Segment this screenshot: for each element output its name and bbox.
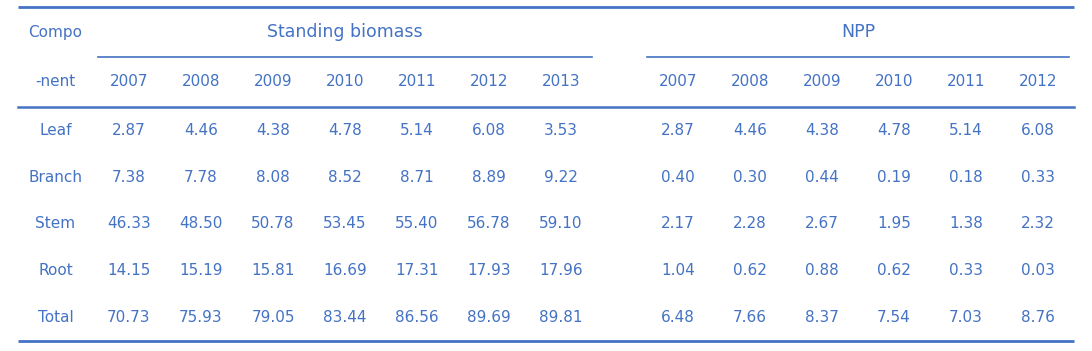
Text: 7.54: 7.54 xyxy=(877,310,911,325)
Text: 8.37: 8.37 xyxy=(805,310,839,325)
Text: 2010: 2010 xyxy=(875,74,913,90)
Text: 7.38: 7.38 xyxy=(112,170,146,185)
Text: 16.69: 16.69 xyxy=(323,263,367,278)
Text: 9.22: 9.22 xyxy=(544,170,578,185)
Text: Stem: Stem xyxy=(35,217,75,232)
Text: 46.33: 46.33 xyxy=(107,217,151,232)
Text: Leaf: Leaf xyxy=(39,123,72,138)
Text: 75.93: 75.93 xyxy=(179,310,223,325)
Text: 2009: 2009 xyxy=(253,74,293,90)
Text: 1.95: 1.95 xyxy=(877,217,911,232)
Text: Branch: Branch xyxy=(28,170,83,185)
Text: 53.45: 53.45 xyxy=(323,217,367,232)
Text: 4.46: 4.46 xyxy=(733,123,767,138)
Text: 8.76: 8.76 xyxy=(1021,310,1055,325)
Text: 17.96: 17.96 xyxy=(539,263,583,278)
Text: 2.32: 2.32 xyxy=(1021,217,1055,232)
Text: 0.03: 0.03 xyxy=(1021,263,1055,278)
Text: 4.78: 4.78 xyxy=(328,123,361,138)
Text: 2.87: 2.87 xyxy=(661,123,695,138)
Text: 56.78: 56.78 xyxy=(467,217,511,232)
Text: 17.31: 17.31 xyxy=(395,263,439,278)
Text: 0.18: 0.18 xyxy=(949,170,983,185)
Text: 4.38: 4.38 xyxy=(805,123,839,138)
Text: 7.03: 7.03 xyxy=(949,310,983,325)
Text: 59.10: 59.10 xyxy=(539,217,583,232)
Text: 15.81: 15.81 xyxy=(251,263,295,278)
Text: 2007: 2007 xyxy=(658,74,698,90)
Text: 2013: 2013 xyxy=(542,74,580,90)
Text: 2007: 2007 xyxy=(110,74,149,90)
Text: 2.28: 2.28 xyxy=(733,217,767,232)
Text: 83.44: 83.44 xyxy=(323,310,367,325)
Text: 1.04: 1.04 xyxy=(661,263,695,278)
Text: 2012: 2012 xyxy=(470,74,508,90)
Text: 0.88: 0.88 xyxy=(805,263,839,278)
Text: 0.62: 0.62 xyxy=(733,263,767,278)
Text: 55.40: 55.40 xyxy=(395,217,439,232)
Text: NPP: NPP xyxy=(841,23,875,41)
Text: 89.69: 89.69 xyxy=(467,310,511,325)
Text: 15.19: 15.19 xyxy=(179,263,223,278)
Text: 8.08: 8.08 xyxy=(257,170,289,185)
Text: 7.78: 7.78 xyxy=(185,170,218,185)
Text: 2011: 2011 xyxy=(947,74,985,90)
Text: 2010: 2010 xyxy=(325,74,365,90)
Text: 50.78: 50.78 xyxy=(251,217,295,232)
Text: -nent: -nent xyxy=(35,74,75,90)
Text: 3.53: 3.53 xyxy=(544,123,578,138)
Text: 89.81: 89.81 xyxy=(539,310,583,325)
Text: 4.78: 4.78 xyxy=(877,123,911,138)
Text: 6.08: 6.08 xyxy=(1021,123,1055,138)
Text: 86.56: 86.56 xyxy=(395,310,439,325)
Text: 0.40: 0.40 xyxy=(661,170,695,185)
Text: 7.66: 7.66 xyxy=(733,310,767,325)
Text: 2012: 2012 xyxy=(1019,74,1057,90)
Text: 17.93: 17.93 xyxy=(467,263,511,278)
Text: 0.33: 0.33 xyxy=(1021,170,1055,185)
Text: 8.89: 8.89 xyxy=(472,170,506,185)
Text: 5.14: 5.14 xyxy=(949,123,983,138)
Text: 0.62: 0.62 xyxy=(877,263,911,278)
Text: 4.38: 4.38 xyxy=(256,123,290,138)
Text: 8.71: 8.71 xyxy=(400,170,434,185)
Text: 48.50: 48.50 xyxy=(179,217,223,232)
Text: 0.19: 0.19 xyxy=(877,170,911,185)
Text: 2008: 2008 xyxy=(181,74,221,90)
Text: 2009: 2009 xyxy=(803,74,841,90)
Text: 2.67: 2.67 xyxy=(805,217,839,232)
Text: 2008: 2008 xyxy=(731,74,769,90)
Text: 1.38: 1.38 xyxy=(949,217,983,232)
Text: 0.44: 0.44 xyxy=(805,170,839,185)
Text: 2.87: 2.87 xyxy=(112,123,146,138)
Text: 5.14: 5.14 xyxy=(400,123,434,138)
Text: 4.46: 4.46 xyxy=(185,123,218,138)
Text: Total: Total xyxy=(37,310,73,325)
Text: 2.17: 2.17 xyxy=(661,217,695,232)
Text: 14.15: 14.15 xyxy=(107,263,151,278)
Text: 2011: 2011 xyxy=(397,74,436,90)
Text: Compo: Compo xyxy=(28,25,83,40)
Text: 70.73: 70.73 xyxy=(107,310,151,325)
Text: 8.52: 8.52 xyxy=(328,170,361,185)
Text: 0.30: 0.30 xyxy=(733,170,767,185)
Text: 6.48: 6.48 xyxy=(661,310,695,325)
Text: 6.08: 6.08 xyxy=(472,123,506,138)
Text: 79.05: 79.05 xyxy=(251,310,295,325)
Text: 0.33: 0.33 xyxy=(949,263,983,278)
Text: Root: Root xyxy=(38,263,73,278)
Text: Standing biomass: Standing biomass xyxy=(268,23,423,41)
